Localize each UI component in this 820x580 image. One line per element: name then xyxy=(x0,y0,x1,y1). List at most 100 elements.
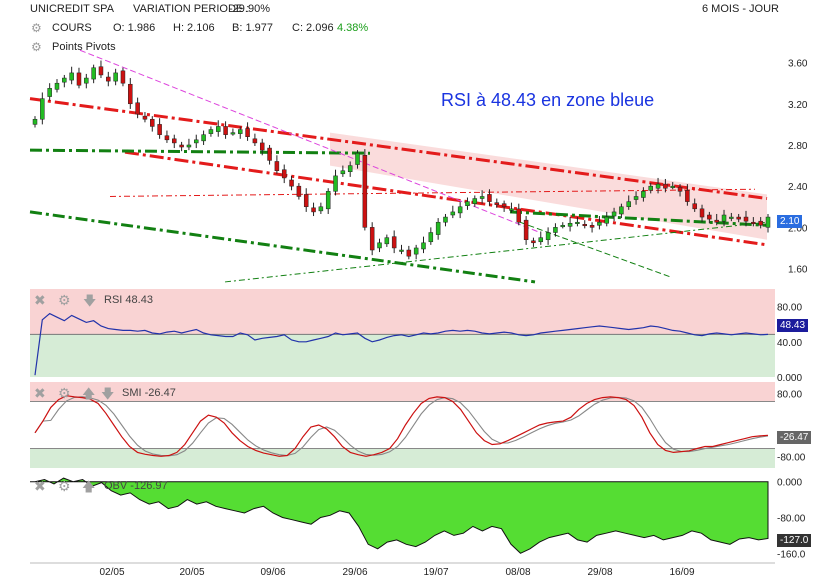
candle-body xyxy=(707,214,712,220)
candle-body xyxy=(135,102,140,115)
price-tag: 2.10 xyxy=(777,215,803,228)
candle-body xyxy=(274,161,280,171)
price-tick-label: 3.60 xyxy=(788,59,808,70)
obv-panel: 0.000 -80.00 -160.0 xyxy=(30,477,806,560)
candle-body xyxy=(40,98,45,120)
obv-gear-icon[interactable]: ⚙ xyxy=(58,478,71,494)
obv-tick-label: -160.0 xyxy=(777,549,806,560)
candle-body xyxy=(296,185,302,197)
candle-body xyxy=(406,249,412,257)
price-tick-label: 3.20 xyxy=(788,100,808,111)
smi-tag: -26.47 xyxy=(777,431,812,444)
candle-body xyxy=(216,126,221,132)
candle-body xyxy=(186,144,192,148)
rsi-close-icon[interactable]: ✖ xyxy=(34,292,46,308)
price-tick-label: 1.60 xyxy=(788,265,808,276)
candle-body xyxy=(142,115,148,120)
candle-body xyxy=(677,186,683,192)
candle-body xyxy=(384,237,390,245)
cours-label: COURS xyxy=(52,22,92,34)
x-tick-label: 16/09 xyxy=(669,567,694,578)
trend-magenta xyxy=(79,49,541,233)
smi-arrow-up-icon[interactable]: 🡅 xyxy=(82,386,95,401)
x-tick-label: 09/06 xyxy=(260,567,285,578)
candle-body xyxy=(113,72,118,82)
candle-body xyxy=(362,155,368,228)
candle-body xyxy=(179,144,184,148)
candle-body xyxy=(252,138,258,144)
candle-body xyxy=(172,138,177,144)
candle-body xyxy=(62,77,67,83)
obv-area xyxy=(30,477,769,554)
rsi-tick-label: 80.00 xyxy=(777,303,802,314)
symbol-title: UNICREDIT SPA xyxy=(30,3,114,15)
candle-body xyxy=(663,183,668,189)
resistance-line xyxy=(109,188,756,197)
candle-body xyxy=(98,66,104,76)
candle-body xyxy=(428,232,434,243)
candle-body xyxy=(531,240,536,244)
smi-panel: 80.00 -80.00 xyxy=(30,382,806,468)
candle-body xyxy=(54,82,60,90)
candle-body xyxy=(32,118,38,125)
rsi-oversold-zone xyxy=(30,334,775,377)
smi-arrow-down-icon[interactable]: 🡇 xyxy=(101,386,114,401)
candle-body xyxy=(325,191,331,210)
candle-body xyxy=(545,232,551,240)
rsi-gear-icon[interactable]: ⚙ xyxy=(58,292,71,308)
rsi-tick-label: 0.000 xyxy=(777,373,802,384)
candle-body xyxy=(501,203,507,208)
period-label[interactable]: 6 MOIS - JOUR xyxy=(702,3,780,15)
candle-body xyxy=(69,72,74,81)
x-tick-label: 08/08 xyxy=(505,567,530,578)
smi-gear-icon[interactable]: ⚙ xyxy=(58,385,71,401)
candle-body xyxy=(421,242,426,250)
candle-body xyxy=(626,201,631,208)
candle-body xyxy=(91,67,96,80)
candle-body xyxy=(685,190,690,202)
obv-label: OBV -126.97 xyxy=(104,480,168,492)
obv-tick-label: -80.00 xyxy=(777,514,806,525)
obv-close-icon[interactable]: ✖ xyxy=(34,478,46,494)
candle-body xyxy=(76,72,82,86)
obv-tag: -127.0 xyxy=(777,534,812,547)
smi-oversold-zone xyxy=(30,448,775,468)
smi-line xyxy=(34,395,769,457)
rsi-tag: 48.43 xyxy=(777,319,809,332)
candle-body xyxy=(619,206,624,215)
rsi-arrow-down-icon[interactable]: 🡇 xyxy=(83,293,96,308)
candle-body xyxy=(721,214,727,222)
candle-body xyxy=(150,118,155,127)
candle-body xyxy=(245,128,250,137)
high-value: H: 2.106 xyxy=(173,22,215,34)
candle-body xyxy=(472,198,478,204)
x-tick-label: 02/05 xyxy=(99,567,124,578)
x-axis: 02/05 20/05 09/06 29/06 19/07 08/08 29/08 16/09 xyxy=(30,562,775,578)
candle-body xyxy=(611,211,617,217)
candle-body xyxy=(347,165,353,173)
candle-body xyxy=(692,203,697,210)
candle-body xyxy=(443,216,448,223)
candle-body xyxy=(47,88,52,97)
obv-tick-label: 0.000 xyxy=(777,478,802,489)
pivots-gear-icon[interactable]: ⚙ xyxy=(31,40,42,54)
channel-shading xyxy=(330,132,767,240)
smi-tick-label: -80.00 xyxy=(777,452,806,463)
candle-body xyxy=(523,219,529,240)
smi-close-icon[interactable]: ✖ xyxy=(34,385,46,401)
candle-body xyxy=(670,185,675,188)
smi-tick-label: 80.00 xyxy=(777,390,802,401)
rsi-overbought-zone xyxy=(30,289,775,335)
candle-body xyxy=(751,221,756,224)
settings-gear-icon[interactable]: ⚙ xyxy=(31,21,42,35)
pivots-label[interactable]: Points Pivots xyxy=(52,41,116,53)
x-tick-label: 29/08 xyxy=(587,567,612,578)
candle-body xyxy=(435,221,441,235)
candle-body xyxy=(714,219,719,223)
support-green-lower xyxy=(29,210,536,284)
rsi-line xyxy=(34,312,769,376)
candle-body xyxy=(369,227,375,251)
obv-arrow-up-icon[interactable]: 🡅 xyxy=(82,479,95,494)
support-green-rising xyxy=(224,221,768,283)
candle-body xyxy=(765,216,771,228)
